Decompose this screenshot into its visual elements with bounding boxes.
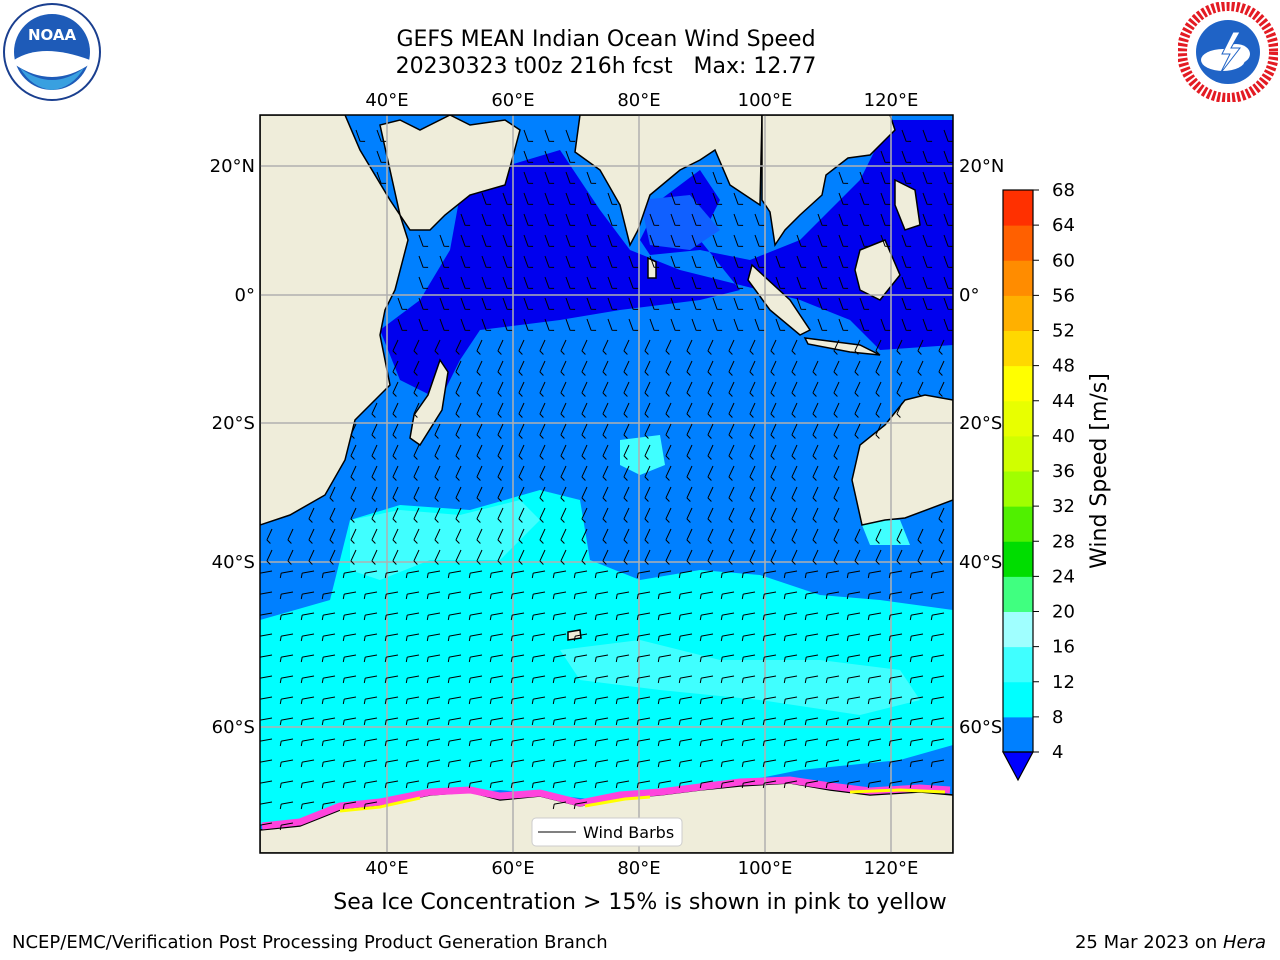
sea-ice-note: Sea Ice Concentration > 15% is shown in … bbox=[333, 890, 947, 915]
colorbar-tick-label: 68 bbox=[1052, 180, 1075, 201]
lat-tick-left: 60°S bbox=[212, 717, 255, 738]
colorbar-tick-label: 28 bbox=[1052, 531, 1075, 552]
colorbar-tick-label: 52 bbox=[1052, 321, 1075, 342]
lon-tick-bottom: 80°E bbox=[617, 858, 660, 879]
colorbar-tick-label: 60 bbox=[1052, 250, 1075, 271]
colorbar-tick-label: 24 bbox=[1052, 566, 1075, 587]
colorbar-tick-label: 36 bbox=[1052, 461, 1075, 482]
lon-tick-bottom: 40°E bbox=[365, 858, 408, 879]
nws-logo bbox=[1177, 1, 1279, 106]
philippines bbox=[894, 178, 921, 231]
colorbar-label: Wind Speed [m/s] bbox=[1087, 373, 1112, 569]
date-text: 25 Mar 2023 on bbox=[1074, 932, 1223, 953]
lat-tick-left: 20°N bbox=[210, 156, 255, 177]
colorbar-tick-label: 40 bbox=[1052, 426, 1075, 447]
map-subtitle: 20230323 t00z 216h fcst Max: 12.77 bbox=[395, 54, 817, 79]
low-wind-patch bbox=[640, 195, 720, 250]
low-wind-region bbox=[380, 120, 953, 400]
lat-tick-right: 20°S bbox=[959, 413, 1002, 434]
credit-line: NCEP/EMC/Verification Post Processing Pr… bbox=[12, 932, 608, 953]
machine-name: Hera bbox=[1222, 932, 1266, 953]
date-stamp: 25 Mar 2023 on Hera bbox=[1075, 932, 1266, 953]
colorbar-segment bbox=[1003, 190, 1033, 226]
kerguelen-island bbox=[567, 629, 582, 641]
graticule bbox=[260, 115, 953, 853]
colorbar-segment bbox=[1003, 365, 1033, 402]
sumatra bbox=[747, 263, 812, 336]
colorbar-tick-label: 12 bbox=[1052, 672, 1075, 693]
colorbar-tick-label: 16 bbox=[1052, 637, 1075, 658]
lat-tick-left: 0° bbox=[235, 285, 255, 306]
lat-tick-right: 20°N bbox=[959, 156, 1004, 177]
colorbar-under-arrow bbox=[1001, 751, 1035, 782]
australia bbox=[851, 394, 953, 526]
colorbar-tick-label: 20 bbox=[1052, 602, 1075, 623]
colorbar-tick-label: 44 bbox=[1052, 391, 1075, 412]
colorbar-segment bbox=[1003, 506, 1033, 542]
colorbar-tick-label: 4 bbox=[1052, 742, 1063, 763]
indochina bbox=[761, 115, 896, 248]
lon-tick-top: 120°E bbox=[864, 90, 919, 111]
colorbar-tick-label: 48 bbox=[1052, 356, 1075, 377]
colorbar-segment bbox=[1003, 225, 1033, 261]
lon-labels-top: 40°E 60°E 80°E 100°E 120°E bbox=[365, 90, 918, 111]
lat-labels-right: 20°N 0° 20°S 40°S 60°S bbox=[959, 156, 1004, 738]
lon-labels-bottom: 40°E 60°E 80°E 100°E 120°E bbox=[365, 858, 918, 879]
sea-ice-core bbox=[339, 788, 946, 813]
lat-tick-left: 20°S bbox=[212, 413, 255, 434]
colorbar-tick-label: 64 bbox=[1052, 215, 1075, 236]
sri-lanka bbox=[647, 256, 657, 279]
wind-barb-glyphs bbox=[260, 129, 953, 831]
lat-tick-left: 40°S bbox=[212, 552, 255, 573]
legend: Wind Barbs bbox=[531, 817, 683, 847]
light-cyan-patch-2 bbox=[350, 500, 540, 580]
colorbar-segment bbox=[1003, 611, 1033, 648]
map-title: GEFS MEAN Indian Ocean Wind Speed bbox=[396, 27, 816, 52]
noaa-wordmark: NOAA bbox=[28, 26, 77, 44]
lat-tick-right: 60°S bbox=[959, 717, 1002, 738]
legend-box bbox=[531, 817, 683, 847]
colorbar-segment bbox=[1003, 295, 1033, 331]
colorbar-segment bbox=[1003, 435, 1033, 472]
colorbar-segment bbox=[1003, 471, 1033, 507]
lat-tick-right: 0° bbox=[959, 285, 979, 306]
colorbar-tick-label: 56 bbox=[1052, 285, 1075, 306]
lon-tick-bottom: 60°E bbox=[491, 858, 534, 879]
lon-tick-top: 80°E bbox=[617, 90, 660, 111]
colorbar-segment bbox=[1003, 541, 1033, 577]
java bbox=[803, 337, 881, 356]
colorbar-tick-label: 32 bbox=[1052, 496, 1075, 517]
legend-label: Wind Barbs bbox=[583, 823, 674, 842]
light-cyan-patch-3 bbox=[560, 640, 920, 715]
lat-labels-left: 20°N 0° 20°S 40°S 60°S bbox=[210, 156, 255, 738]
lon-tick-top: 100°E bbox=[738, 90, 793, 111]
light-cyan-patch-1 bbox=[620, 435, 665, 475]
lon-tick-bottom: 120°E bbox=[864, 858, 919, 879]
colorbar-segment bbox=[1003, 330, 1033, 367]
colorbar-segment bbox=[1003, 260, 1033, 296]
map-frame bbox=[259, 114, 954, 854]
noaa-logo: NOAA bbox=[2, 2, 102, 106]
colorbar-segment bbox=[1003, 576, 1033, 612]
lat-tick-right: 40°S bbox=[959, 552, 1002, 573]
lon-tick-top: 60°E bbox=[491, 90, 534, 111]
colorbar-segment bbox=[1003, 646, 1033, 683]
borneo bbox=[854, 239, 901, 301]
colorbar-segments bbox=[1003, 190, 1033, 753]
colorbar-tick-label: 8 bbox=[1052, 707, 1063, 728]
colorbar-segment bbox=[1003, 681, 1033, 718]
lon-tick-bottom: 100°E bbox=[738, 858, 793, 879]
lon-tick-top: 40°E bbox=[365, 90, 408, 111]
colorbar-segment bbox=[1003, 400, 1033, 437]
wind-barbs bbox=[260, 129, 953, 831]
colorbar-segment bbox=[1003, 716, 1033, 753]
